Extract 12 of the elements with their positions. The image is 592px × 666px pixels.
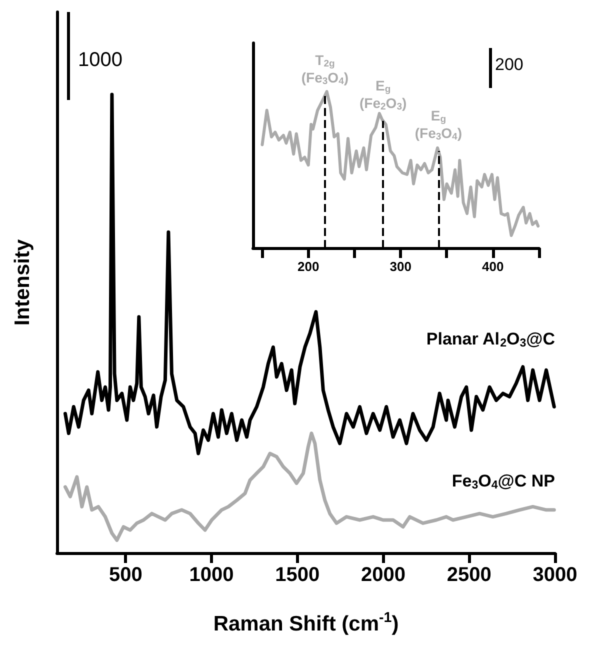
x-tick-label: 2000 (361, 564, 406, 586)
x-tick-label: 200 (298, 259, 320, 274)
y-axis-title: Intensity (11, 239, 34, 326)
x-tick-label: 400 (482, 259, 504, 274)
x-tick-label: 1500 (275, 564, 320, 586)
x-tick-label: 1000 (189, 564, 234, 586)
text: 200 (495, 55, 524, 74)
text: 1000 (78, 49, 122, 71)
x-tick-label: 3000 (532, 564, 578, 586)
x-tick-label: 2500 (446, 564, 492, 586)
x-tick-label: 500 (109, 564, 142, 586)
x-tick-label: 300 (390, 259, 412, 274)
